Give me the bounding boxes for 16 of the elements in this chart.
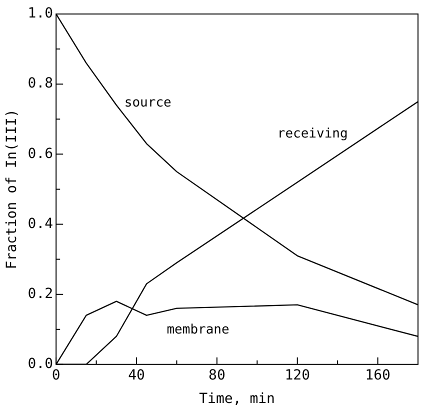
y-tick-label: 0.6: [28, 146, 54, 162]
x-tick-label: 160: [365, 367, 390, 384]
y-tick-label: 0.0: [28, 356, 54, 372]
x-axis-title: Time, min: [199, 391, 275, 408]
y-tick-label: 0.8: [28, 76, 54, 92]
y-tick-label: 0.4: [28, 216, 54, 232]
y-tick-label: 1.0: [28, 6, 54, 22]
x-tick-label: 120: [284, 367, 310, 384]
x-tick-label: 40: [128, 367, 145, 384]
y-axis-title: Fraction of In(III): [4, 109, 20, 270]
series-label: source: [124, 95, 172, 110]
series-label: membrane: [166, 322, 230, 338]
x-tick-label: 80: [208, 367, 226, 384]
y-tick-label: 0.2: [28, 286, 54, 302]
series-label: receiving: [277, 126, 348, 142]
x-tick-label: 0: [52, 367, 60, 384]
